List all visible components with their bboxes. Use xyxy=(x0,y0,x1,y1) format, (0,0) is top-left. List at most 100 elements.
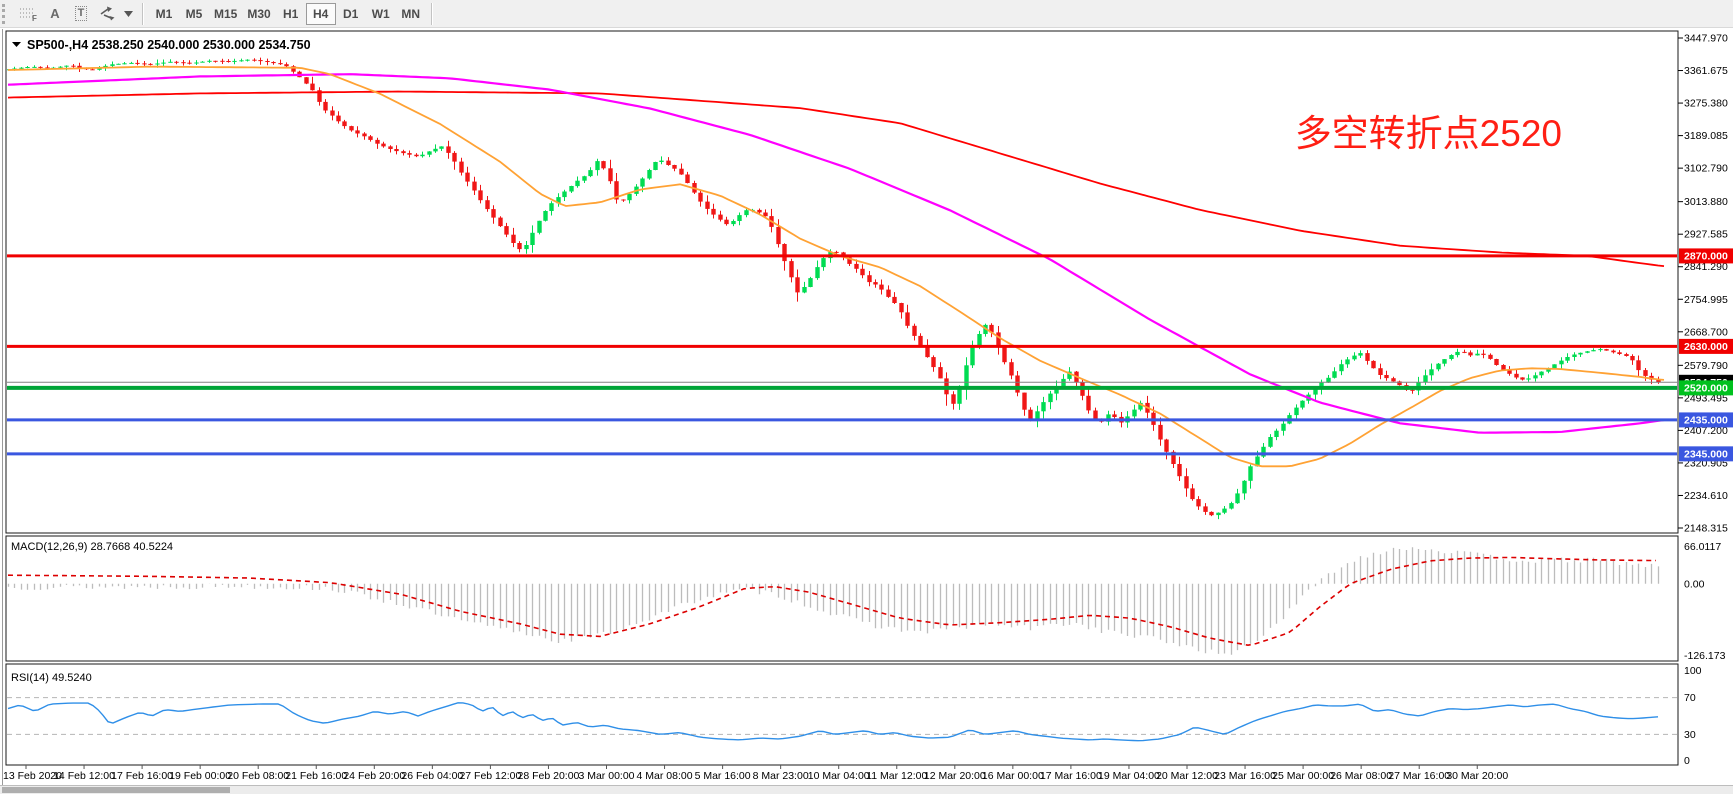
rsi-axis-0: 0 xyxy=(1684,755,1690,767)
timeframe-m30-button[interactable]: M30 xyxy=(242,3,275,25)
price-axis-label: 2668.700 xyxy=(1684,326,1728,338)
price-axis[interactable]: 3447.970 3361.675 3275.380 3189.085 3102.790… xyxy=(1678,33,1733,535)
price-axis-label: 3447.970 xyxy=(1684,33,1728,45)
symbol-collapse-triangle-icon[interactable] xyxy=(12,42,21,47)
label-tool-button[interactable]: A xyxy=(42,2,68,26)
time-axis-label: 17 Mar 16:00 xyxy=(1040,770,1102,782)
svg-text:F: F xyxy=(32,14,37,22)
time-axis-label: 10 Mar 04:00 xyxy=(808,770,870,782)
time-axis-label: 30 Mar 20:00 xyxy=(1446,770,1508,782)
time-axis-label: 20 Feb 08:00 xyxy=(227,770,289,782)
time-axis-label: 13 Feb 2020 xyxy=(3,770,62,782)
price-axis-label: 2754.995 xyxy=(1684,294,1728,306)
timeframe-d1-button[interactable]: D1 xyxy=(336,3,366,25)
macd-content xyxy=(7,547,1660,655)
indicators-grid-icon-button[interactable]: F xyxy=(14,2,42,26)
chart-window[interactable]: 多空转折点2520 SP500-,H4 2538.250 2540.000 253… xyxy=(0,28,1733,794)
chart-canvas[interactable]: 多空转折点2520 SP500-,H4 2538.250 2540.000 253… xyxy=(0,28,1733,794)
time-axis-label: 19 Mar 04:00 xyxy=(1098,770,1160,782)
macd-label: MACD(12,26,9) 28.7668 40.5224 xyxy=(11,541,173,553)
price-badge-label: 2435.000 xyxy=(1684,414,1728,426)
time-axis-label: 25 Mar 00:00 xyxy=(1272,770,1334,782)
price-axis-label: 3361.675 xyxy=(1684,65,1728,77)
time-axis-label: 3 Mar 00:00 xyxy=(578,770,634,782)
price-axis-label: 2148.315 xyxy=(1684,523,1728,535)
symbol-ohlc-line: SP500-,H4 2538.250 2540.000 2530.000 253… xyxy=(27,38,311,52)
horizontal-scrollbar-track[interactable] xyxy=(0,786,1733,794)
price-axis-label: 2927.585 xyxy=(1684,229,1728,241)
rsi-axis-30: 30 xyxy=(1684,729,1696,741)
price-badge-label: 2345.000 xyxy=(1684,448,1728,460)
bull-candle-bodies xyxy=(7,59,1603,516)
text-tool-button[interactable]: T xyxy=(68,2,94,26)
price-badge-2630.000 xyxy=(1679,338,1733,354)
toolbar-separator xyxy=(142,2,144,25)
cursor-arrows-dropdown-button[interactable] xyxy=(120,2,137,26)
toolbar: F A T M1 M5 M15 M30 H1 H4 D1 W1 MN xyxy=(0,0,1733,28)
macd-signal-line xyxy=(7,556,1656,647)
price-axis-label: 2579.790 xyxy=(1684,360,1728,372)
timeframe-mn-button[interactable]: MN xyxy=(396,3,426,25)
rsi-line xyxy=(7,702,1659,742)
timeframe-m1-button[interactable]: M1 xyxy=(149,3,179,25)
time-axis-label: 26 Mar 08:00 xyxy=(1330,770,1392,782)
time-axis-label: 21 Feb 16:00 xyxy=(285,770,347,782)
timeframe-h1-button[interactable]: H1 xyxy=(276,3,306,25)
price-badge-label: 2630.000 xyxy=(1684,341,1728,353)
time-axis-label: 27 Feb 12:00 xyxy=(459,770,521,782)
rsi-label: RSI(14) 49.5240 xyxy=(11,672,92,684)
timeframe-h4-button[interactable]: H4 xyxy=(305,2,336,25)
price-badge-label: 2870.000 xyxy=(1684,250,1728,262)
price-badge-2435.000 xyxy=(1679,412,1733,428)
main-chart-pane[interactable] xyxy=(5,30,1679,534)
rsi-axis-100: 100 xyxy=(1684,665,1702,677)
price-axis-label: 2841.290 xyxy=(1684,261,1728,273)
price-badge-2520.000 xyxy=(1679,380,1733,396)
time-axis-label: 14 Feb 12:00 xyxy=(53,770,115,782)
toolbar-separator xyxy=(430,2,433,25)
price-axis-label: 2234.610 xyxy=(1684,490,1728,502)
price-axis-label: 3275.380 xyxy=(1684,98,1728,110)
price-axis-label: 3189.085 xyxy=(1684,130,1728,142)
macd-axis-zero: 0.00 xyxy=(1684,578,1705,590)
time-axis-label: 17 Feb 16:00 xyxy=(111,770,173,782)
time-axis-label: 4 Mar 08:00 xyxy=(637,770,693,782)
price-badge-label: 2520.000 xyxy=(1684,382,1728,394)
cursor-arrows-button[interactable] xyxy=(94,2,120,26)
ma-slow-red-line[interactable] xyxy=(7,90,1665,267)
chevron-down-icon xyxy=(124,10,133,17)
macd-axis-max: 66.0117 xyxy=(1684,541,1721,553)
double-arrows-icon xyxy=(100,6,115,21)
time-axis-label: 8 Mar 23:00 xyxy=(753,770,809,782)
price-axis-label: 3013.880 xyxy=(1684,196,1728,208)
timeframe-w1-button[interactable]: W1 xyxy=(366,3,396,25)
text-t-icon: T xyxy=(74,6,88,21)
time-axis-label: 11 Mar 12:00 xyxy=(866,770,927,782)
timeframe-m5-button[interactable]: M5 xyxy=(179,3,209,25)
rsi-axis-70: 70 xyxy=(1684,692,1696,704)
time-axis-label: 27 Mar 16:00 xyxy=(1388,770,1450,782)
macd-axis-min: -126.173 xyxy=(1684,650,1726,662)
horizontal-scrollbar-thumb[interactable] xyxy=(2,787,230,793)
annotation-text[interactable]: 多空转折点2520 xyxy=(1295,113,1562,154)
time-axis-label: 28 Feb 20:00 xyxy=(518,770,580,782)
time-axis-label: 20 Mar 12:00 xyxy=(1156,770,1218,782)
rsi-content xyxy=(7,697,1677,742)
time-axis-label: 19 Feb 00:00 xyxy=(169,770,231,782)
time-axis-label: 5 Mar 16:00 xyxy=(695,770,751,782)
rsi-pane[interactable] xyxy=(5,663,1679,766)
toolbar-grip[interactable] xyxy=(2,3,10,24)
price-badge-2345.000 xyxy=(1679,446,1733,462)
macd-histogram xyxy=(7,547,1660,655)
main-chart-content: 多空转折点2520 xyxy=(7,57,1677,520)
price-axis-label: 2407.200 xyxy=(1684,425,1728,437)
price-badge-2870.000 xyxy=(1679,248,1733,264)
time-axis-label: 16 Mar 00:00 xyxy=(982,770,1044,782)
time-axis-label: 26 Feb 04:00 xyxy=(401,770,463,782)
timeframe-m15-button[interactable]: M15 xyxy=(209,3,242,25)
time-axis-label: 12 Mar 20:00 xyxy=(924,770,986,782)
macd-pane[interactable] xyxy=(5,535,1679,662)
time-axis-label: 24 Feb 20:00 xyxy=(343,770,405,782)
price-axis-label: 3102.790 xyxy=(1684,163,1728,175)
